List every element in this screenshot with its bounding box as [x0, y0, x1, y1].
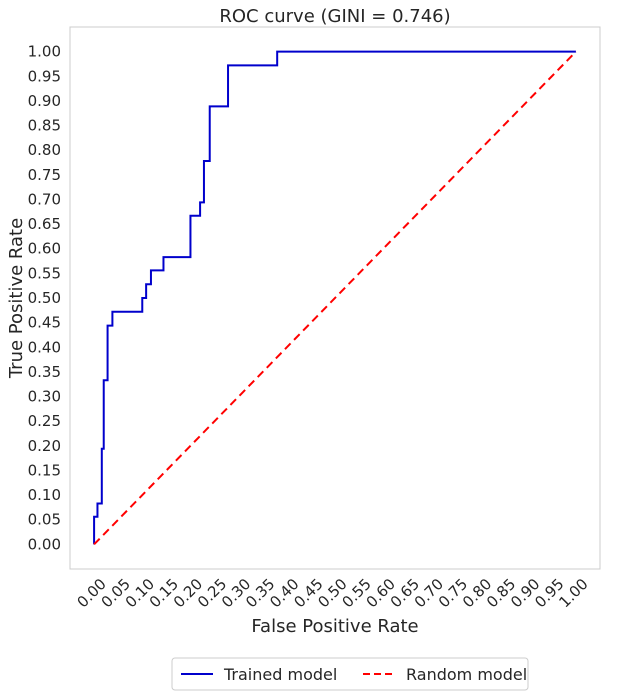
x-axis-ticks: 0.000.050.100.150.200.250.300.350.400.45… [73, 575, 591, 611]
y-tick-label: 0.40 [28, 338, 61, 356]
legend-label-random-model: Random model [406, 665, 527, 684]
y-tick-label: 0.65 [28, 215, 61, 233]
series-layer [93, 50, 577, 546]
series-line-trained-model [93, 50, 576, 545]
y-axis-ticks: 0.00 0.05 0.10 0.15 0.20 0.25 0.30 0.35 0.40 0.45… [28, 43, 61, 554]
y-tick-label: 0.35 [28, 363, 61, 381]
chart-title: ROC curve (GINI = 0.746) [219, 6, 450, 27]
legend-box [171, 657, 529, 691]
y-tick-label: 0.25 [28, 412, 61, 430]
y-tick-label: 0.90 [28, 92, 61, 110]
y-tick-label: 0.70 [28, 190, 61, 208]
x-tick-label: 1.00 [555, 575, 591, 611]
y-tick-label: 0.00 [28, 535, 61, 553]
y-tick-label: 0.60 [28, 240, 61, 258]
y-tick-label: 0.15 [28, 461, 61, 479]
y-tick-label: 0.20 [28, 437, 61, 455]
y-tick-label: 0.85 [28, 117, 61, 135]
y-tick-label: 0.55 [28, 264, 61, 282]
y-tick-label: 0.50 [28, 289, 61, 307]
y-tick-label: 0.30 [28, 388, 61, 406]
series-line-random-model [93, 50, 577, 546]
y-tick-label: 0.95 [28, 67, 61, 85]
y-tick-label: 0.45 [28, 314, 61, 332]
x-axis-label: False Positive Rate [251, 616, 418, 637]
y-axis-label: True Positive Rate [6, 218, 27, 379]
y-tick-label: 0.75 [28, 166, 61, 184]
y-tick-label: 1.00 [28, 43, 61, 61]
y-tick-label: 0.10 [28, 486, 61, 504]
y-tick-label: 0.80 [28, 141, 61, 159]
legend-label-trained-model: Trained model [223, 665, 337, 684]
legend: Trained model Random model [171, 657, 529, 691]
y-tick-label: 0.05 [28, 511, 61, 529]
